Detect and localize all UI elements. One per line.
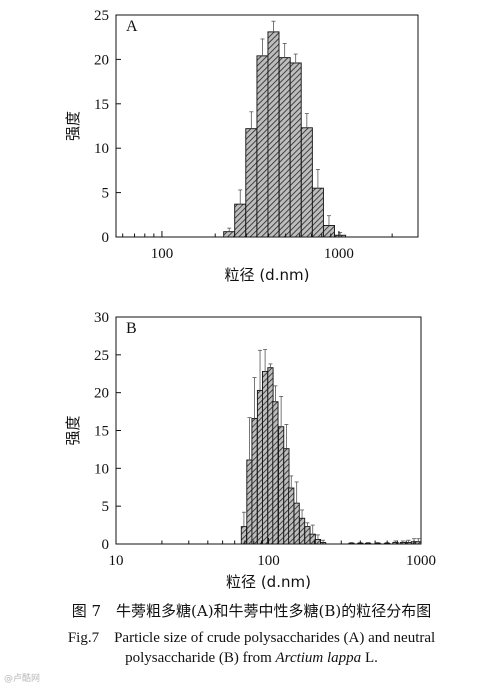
bar-12 [298, 517, 306, 545]
bar-4 [256, 389, 264, 545]
bar-4 [256, 55, 269, 238]
x-tick-label: 100 [257, 553, 280, 569]
bar-10 [288, 487, 295, 545]
y-tick-label: 30 [94, 310, 109, 326]
bar-8 [278, 426, 285, 545]
bar-2 [234, 203, 247, 238]
y-tick-label: 5 [102, 499, 110, 515]
panel-label: B [126, 320, 137, 337]
bar-24 [405, 542, 412, 545]
bar-23 [399, 542, 406, 545]
y-tick-label: 0 [102, 537, 110, 553]
bar-7 [289, 62, 302, 238]
bar-6 [278, 57, 291, 238]
bar-1 [223, 231, 236, 238]
y-tick-label: 25 [94, 348, 109, 364]
bar-15 [314, 539, 322, 545]
y-tick-label: 10 [94, 141, 109, 157]
bar-6 [267, 367, 274, 545]
bar-5 [262, 371, 269, 545]
caption-english-line2: polysaccharide (B) from Arctium lappa L. [0, 650, 503, 667]
x-tick-label: 100 [151, 246, 174, 262]
panel-label: A [126, 18, 138, 35]
y-tick-label: 20 [94, 386, 109, 402]
bar-16 [319, 542, 327, 545]
bar-11 [334, 234, 347, 238]
caption-english-line1: Fig.7 Particle size of crude polysacchar… [67, 630, 436, 646]
y-tick-label: 5 [102, 186, 110, 202]
y-axis-label: 强度 [64, 415, 82, 445]
bar-26 [415, 541, 422, 545]
bar-20 [374, 542, 381, 545]
bar-13 [304, 526, 311, 545]
bar-3 [251, 417, 258, 545]
bar-11 [293, 502, 300, 545]
x-axis-label: 粒径 (d.nm) [225, 266, 310, 284]
caption-species-name: Arctium lappa [275, 650, 362, 666]
bar-2 [246, 459, 253, 545]
caption-english-line2-suffix: L. [361, 650, 378, 666]
caption-chinese: 图 7 牛蒡粗多糖(A)和牛蒡中性多糖(B)的粒径分布图 [71, 602, 432, 620]
y-tick-label: 15 [94, 97, 109, 113]
x-tick-label: 1000 [406, 553, 436, 569]
x-tick-label: 1000 [324, 246, 354, 262]
bar-1 [240, 526, 248, 545]
watermark: @卢酷网 [4, 674, 41, 684]
caption-english-line2-text: polysaccharide (B) from [125, 650, 276, 666]
y-axis-label: 强度 [64, 111, 82, 141]
y-tick-label: 0 [102, 230, 110, 246]
bar-7 [272, 401, 279, 545]
bar-5 [267, 31, 280, 238]
y-tick-label: 10 [94, 461, 109, 477]
y-tick-label: 15 [94, 424, 109, 440]
bar-10 [322, 225, 335, 238]
bar-17 [348, 542, 355, 545]
y-tick-label: 20 [94, 52, 109, 68]
bar-19 [365, 542, 372, 545]
y-tick-label: 25 [94, 8, 109, 24]
bar-9 [311, 187, 324, 238]
bar-8 [300, 127, 313, 238]
bar-3 [245, 128, 258, 238]
x-axis-label: 粒径 (d.nm) [226, 573, 311, 591]
x-tick-label: 10 [109, 553, 124, 569]
